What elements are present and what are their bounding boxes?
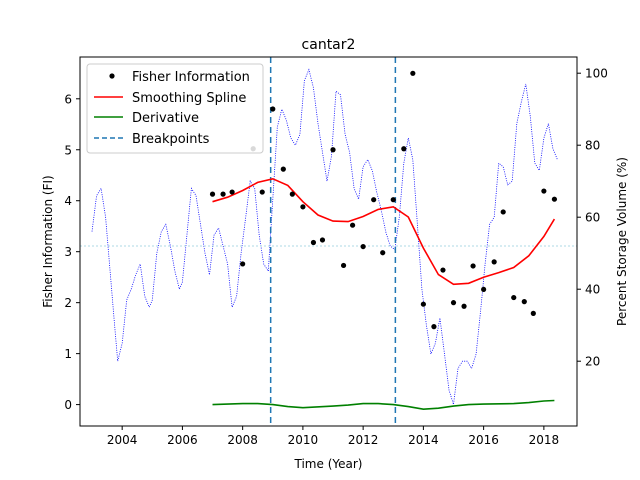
y-axis-left: 0 1 2 3 4 5 6 bbox=[64, 92, 80, 412]
fisher-point bbox=[229, 189, 235, 195]
fisher-point bbox=[511, 294, 517, 301]
legend: Fisher Information Smoothing Spline Deri… bbox=[86, 63, 264, 154]
storage-volume-line bbox=[91, 68, 558, 405]
fisher-point bbox=[551, 196, 558, 202]
fisher-point bbox=[420, 301, 426, 307]
fisher-point bbox=[371, 197, 377, 203]
y-tick-label: 1 bbox=[64, 347, 72, 361]
legend-spline-label: Smoothing Spline bbox=[132, 91, 246, 106]
x-tick-label: 2016 bbox=[468, 433, 499, 447]
fisher-point bbox=[220, 191, 226, 197]
y2-tick-label: 60 bbox=[585, 211, 600, 225]
fisher-point bbox=[500, 209, 506, 215]
fisher-point bbox=[330, 147, 336, 153]
derivative-series bbox=[212, 399, 555, 411]
fisher-point bbox=[401, 146, 407, 152]
fisher-point bbox=[461, 303, 467, 309]
fisher-point bbox=[470, 263, 476, 269]
chart-title: cantar2 bbox=[302, 37, 356, 53]
fisher-point bbox=[450, 300, 457, 306]
x-tick-label: 2004 bbox=[107, 433, 138, 447]
legend-derivative-label: Derivative bbox=[132, 111, 199, 126]
x-axis: 2004 2006 2008 2010 2012 2014 2016 2018 bbox=[107, 426, 559, 447]
y-axis-right: 20 40 60 80 100 bbox=[577, 67, 608, 369]
x-tick-label: 2012 bbox=[348, 433, 379, 447]
x-tick-label: 2006 bbox=[167, 433, 198, 447]
x-tick-label: 2010 bbox=[288, 433, 319, 447]
fisher-point bbox=[390, 197, 396, 203]
y-tick-label: 0 bbox=[64, 398, 72, 412]
fisher-point bbox=[310, 239, 317, 246]
fisher-point bbox=[360, 243, 366, 250]
y-tick-label: 5 bbox=[64, 143, 72, 157]
fisher-information-series bbox=[209, 70, 558, 330]
fisher-point bbox=[481, 286, 487, 293]
y2-tick-label: 100 bbox=[585, 67, 608, 81]
fisher-point bbox=[440, 267, 446, 273]
y-tick-label: 4 bbox=[64, 194, 72, 208]
derivative-line bbox=[212, 399, 555, 411]
y-tick-label: 6 bbox=[64, 92, 72, 106]
x-tick-label: 2014 bbox=[408, 433, 439, 447]
fisher-point bbox=[280, 166, 286, 172]
plot-frame bbox=[79, 56, 578, 427]
fisher-point bbox=[340, 262, 347, 269]
legend-box bbox=[86, 63, 264, 154]
fisher-point bbox=[530, 310, 536, 316]
fisher-point bbox=[521, 299, 527, 305]
y2-axis-label: Percent Storage Volume (%) bbox=[615, 157, 629, 326]
fisher-point bbox=[300, 204, 306, 210]
fisher-point bbox=[209, 191, 216, 197]
fisher-point bbox=[541, 188, 547, 194]
storage-volume-series bbox=[91, 68, 558, 405]
fisher-point bbox=[240, 261, 246, 267]
fisher-point bbox=[319, 237, 326, 243]
fisher-point bbox=[289, 191, 295, 197]
fisher-point bbox=[431, 324, 437, 330]
y-tick-label: 3 bbox=[64, 245, 72, 259]
y2-tick-label: 80 bbox=[585, 139, 600, 153]
y-axis-label: Fisher Information (FI) bbox=[41, 175, 55, 307]
fisher-point bbox=[380, 250, 386, 256]
legend-breakpoints-label: Breakpoints bbox=[132, 132, 210, 147]
legend-fisher-label: Fisher Information bbox=[132, 70, 250, 85]
y2-tick-label: 40 bbox=[585, 283, 600, 297]
fisher-point bbox=[259, 189, 265, 195]
x-tick-label: 2018 bbox=[529, 433, 560, 447]
fisher-point bbox=[410, 70, 416, 76]
smoothing-spline-line bbox=[212, 177, 556, 286]
legend-fisher-marker bbox=[109, 73, 115, 79]
x-tick-label: 2008 bbox=[227, 433, 258, 447]
smoothing-spline-series bbox=[212, 177, 556, 286]
x-axis-label: Time (Year) bbox=[294, 457, 363, 471]
fisher-point bbox=[270, 106, 276, 112]
fisher-point bbox=[491, 259, 497, 265]
fisher-point bbox=[349, 222, 356, 228]
breakpoints-series bbox=[269, 57, 397, 426]
y-tick-label: 2 bbox=[64, 296, 72, 310]
y2-tick-label: 20 bbox=[585, 355, 600, 369]
